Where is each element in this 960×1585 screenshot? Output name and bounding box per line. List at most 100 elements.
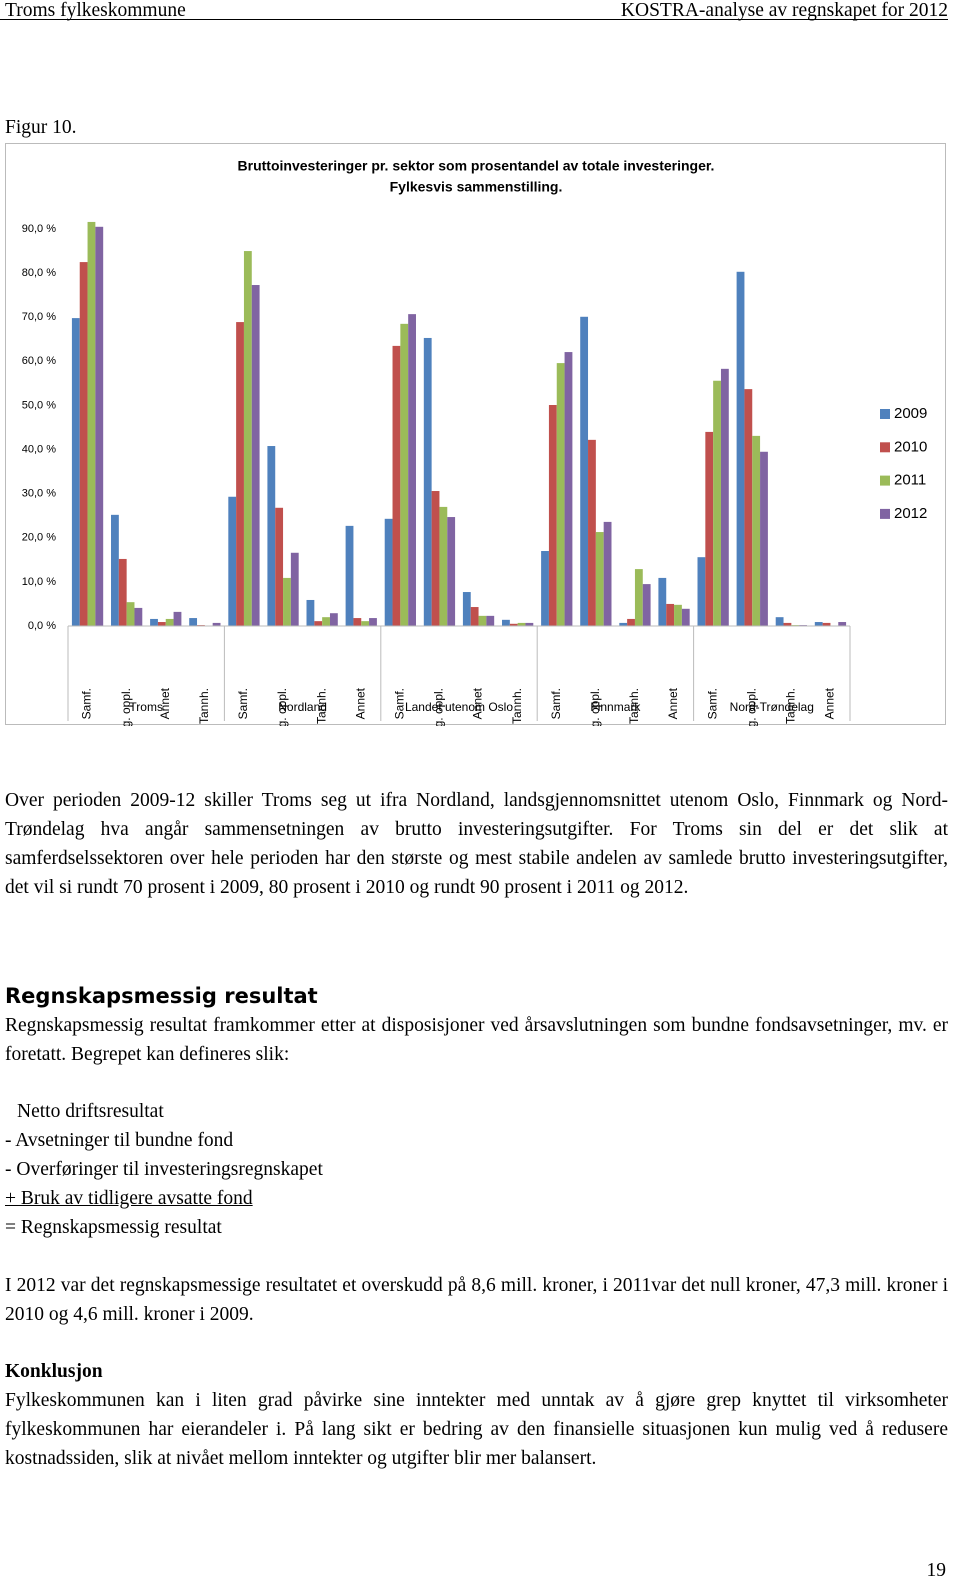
bar — [596, 532, 604, 626]
bar — [471, 607, 479, 626]
group-label: Finnmark — [590, 700, 641, 714]
header-right: KOSTRA-analyse av regnskapet for 2012 — [621, 0, 948, 25]
bar — [252, 285, 260, 626]
bar — [635, 569, 643, 626]
section-heading: Regnskapsmessig resultat — [5, 982, 318, 1010]
bar — [283, 578, 291, 626]
bar — [815, 622, 823, 626]
x-tick-label: Samf. — [705, 688, 719, 719]
bar — [385, 519, 393, 626]
bar — [408, 314, 416, 626]
bar — [150, 619, 158, 626]
bar — [502, 620, 510, 626]
bar — [439, 507, 447, 626]
bar — [588, 440, 596, 626]
bar — [760, 452, 768, 626]
bar — [267, 446, 275, 626]
legend-swatch — [880, 509, 890, 519]
x-tick-label: Annet — [666, 687, 680, 719]
bar — [322, 617, 330, 626]
bar — [752, 436, 760, 626]
bar — [307, 600, 315, 626]
bar — [95, 227, 103, 626]
header-left: Troms fylkeskommune — [5, 0, 186, 25]
bar — [400, 324, 408, 626]
bar — [236, 322, 244, 626]
x-tick-label: Samf. — [549, 688, 563, 719]
bar — [330, 613, 338, 626]
section-heading: Konklusjon — [5, 1357, 103, 1386]
x-tick-label: Samf. — [236, 688, 250, 719]
bar — [361, 621, 369, 626]
bar — [479, 616, 487, 626]
x-tick-label: Tannh. — [197, 688, 211, 724]
bar — [838, 622, 846, 626]
bar — [713, 381, 721, 626]
bar — [674, 605, 682, 626]
figure-label: Figur 10. — [5, 113, 77, 142]
bar — [776, 617, 784, 626]
bar — [228, 497, 236, 626]
bar — [698, 557, 706, 626]
chart-title: Fylkesvis sammenstilling. — [390, 179, 563, 195]
y-tick-label: 0,0 % — [28, 620, 56, 632]
y-tick-label: 90,0 % — [22, 223, 56, 235]
bar — [166, 619, 174, 626]
bar — [346, 526, 354, 626]
bar — [111, 515, 119, 626]
paragraph: Fylkeskommunen kan i liten grad påvirke … — [5, 1386, 948, 1473]
paragraph: Regnskapsmessig resultat framkommer ette… — [5, 1011, 948, 1069]
bar — [557, 363, 565, 626]
bar — [189, 618, 197, 626]
bar — [158, 622, 166, 626]
group-label: Landet utenom Oslo — [405, 700, 513, 714]
bar — [705, 432, 713, 626]
bar — [463, 592, 471, 626]
group-label: Nordland — [278, 700, 327, 714]
bar — [127, 602, 135, 626]
bar — [744, 389, 752, 626]
legend-swatch — [880, 442, 890, 452]
bar — [541, 551, 549, 626]
y-tick-label: 30,0 % — [22, 488, 56, 500]
x-tick-label: Samf. — [80, 688, 94, 719]
legend-swatch — [880, 476, 890, 486]
bar — [424, 338, 432, 626]
legend-label: 2010 — [894, 438, 927, 455]
chart: Bruttoinvesteringer pr. sektor som prose… — [5, 143, 947, 726]
chart-title: Bruttoinvesteringer pr. sektor som prose… — [238, 158, 715, 174]
bar — [314, 621, 322, 626]
x-tick-label: Annet — [353, 687, 367, 719]
bar — [244, 251, 252, 626]
formula-line: = Regnskapsmessig resultat — [5, 1213, 222, 1242]
y-tick-label: 40,0 % — [22, 443, 56, 455]
bar — [80, 262, 88, 626]
bar — [580, 317, 588, 626]
bar — [604, 522, 612, 626]
bar — [721, 369, 729, 626]
bar — [291, 553, 299, 626]
bar — [174, 612, 182, 626]
bar — [72, 318, 80, 626]
formula-line: - Overføringer til investeringsregnskape… — [5, 1155, 323, 1184]
bar — [353, 618, 361, 626]
bar — [486, 616, 494, 626]
paragraph: I 2012 var det regnskapsmessige resultat… — [5, 1271, 948, 1329]
legend-label: 2011 — [894, 472, 926, 489]
formula-line: - Avsetninger til bundne fond — [5, 1126, 233, 1155]
y-tick-label: 20,0 % — [22, 532, 56, 544]
bar — [393, 346, 401, 626]
bar — [682, 609, 690, 626]
bar — [369, 618, 377, 626]
x-tick-label: Annet — [823, 687, 837, 719]
y-tick-label: 50,0 % — [22, 399, 56, 411]
bar — [666, 604, 674, 626]
header-rule — [0, 19, 948, 20]
bar — [658, 578, 666, 626]
legend-swatch — [880, 409, 890, 419]
bar — [88, 222, 96, 626]
bar — [119, 559, 127, 626]
formula-line: + Bruk av tidligere avsatte fond — [5, 1184, 253, 1213]
bar — [627, 619, 635, 626]
